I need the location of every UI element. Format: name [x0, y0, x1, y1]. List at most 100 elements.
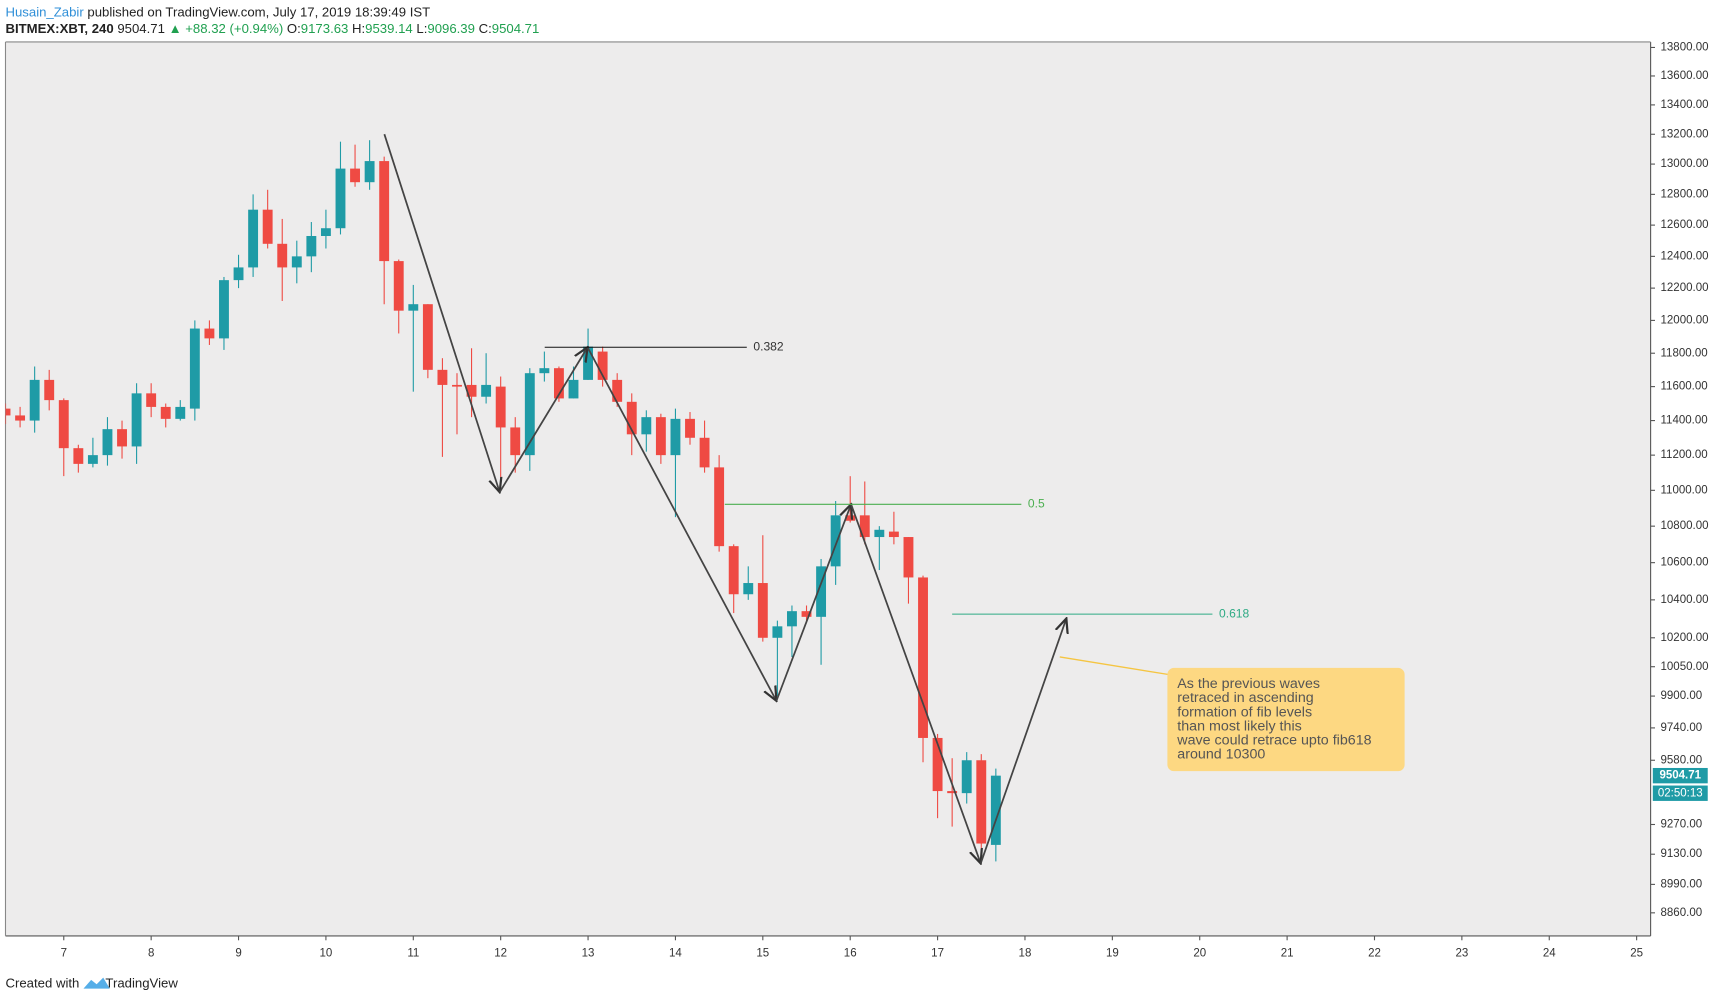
y-tick-label: 11600.00 [1661, 381, 1708, 393]
x-tick-label: 22 [1368, 948, 1381, 960]
candle-body [932, 737, 943, 792]
symbol: BITMEX:XBT, 240 [5, 21, 113, 36]
callout-line: formation of fib levels [1177, 704, 1312, 720]
published: published on TradingView.com, July 17, 2… [87, 5, 430, 20]
author[interactable]: Husain_Zabir [5, 5, 84, 20]
candle-body [947, 791, 958, 794]
candle-body [539, 368, 550, 374]
h-value: 9539.14 [365, 21, 413, 36]
candle-body [379, 161, 390, 262]
candle-body [175, 406, 186, 419]
candle-body [306, 235, 317, 257]
candle-body [219, 280, 229, 339]
candle-body [918, 577, 928, 738]
y-tick-label: 12600.00 [1661, 219, 1709, 231]
last-price-label: 9504.71 [1659, 770, 1701, 782]
candle-body [772, 626, 783, 638]
fib-label: 0.382 [753, 339, 784, 353]
y-tick-label: 9580.00 [1661, 754, 1703, 766]
last-price-box [1652, 767, 1708, 784]
y-tick-label: 9740.00 [1661, 722, 1703, 734]
x-tick-label: 12 [494, 948, 507, 960]
candle-body [364, 161, 375, 183]
candle-body [743, 583, 754, 595]
candle-body [655, 417, 666, 456]
l-value: 9096.39 [427, 21, 475, 36]
wave-arrow [979, 619, 1067, 864]
wave-arrow [498, 347, 588, 493]
candle-body [597, 351, 608, 380]
candle-body [699, 437, 710, 468]
candle-body [524, 373, 535, 456]
y-tick-label: 13400.00 [1661, 99, 1709, 111]
y-tick-label: 8860.00 [1661, 907, 1703, 919]
candle-body [102, 429, 113, 456]
plot-area [5, 41, 1651, 936]
x-tick-label: 9 [235, 948, 241, 960]
x-tick-label: 20 [1193, 948, 1206, 960]
o-label: O: [287, 21, 301, 36]
candle-body [5, 408, 11, 416]
change: ▲ +88.32 (+0.94%) [169, 21, 284, 36]
candle-body [117, 429, 127, 447]
x-tick-label: 19 [1106, 948, 1119, 960]
c-label: C: [479, 21, 492, 36]
x-tick-label: 25 [1630, 948, 1643, 960]
wave-arrow [775, 504, 851, 702]
candle-body [452, 384, 462, 387]
x-tick-label: 8 [148, 948, 154, 960]
candle-body [233, 267, 244, 281]
candle-body [466, 384, 477, 397]
candle-body [670, 418, 681, 456]
x-tick-label: 11 [407, 948, 419, 960]
candle-body [903, 537, 914, 578]
candle-body [510, 427, 521, 456]
candle-body [568, 379, 579, 399]
symbol-line: BITMEX:XBT, 240 9504.71 ▲ +88.32 (+0.94%… [5, 21, 539, 36]
y-tick-label: 10200.00 [1661, 632, 1709, 644]
x-tick-label: 18 [1019, 948, 1032, 960]
candle-body [976, 760, 987, 844]
candle-body [350, 168, 360, 183]
y-tick-label: 9130.00 [1661, 848, 1703, 860]
candle-body [685, 418, 695, 438]
y-tick-label: 11800.00 [1661, 347, 1708, 359]
candle-body [612, 379, 623, 402]
candle-body [801, 611, 812, 617]
candle-body [888, 531, 899, 538]
y-tick-label: 8990.00 [1661, 878, 1703, 890]
x-tick-label: 14 [669, 948, 682, 960]
header-line: Husain_Zabir published on TradingView.co… [5, 5, 430, 20]
candle-body [495, 386, 506, 428]
callout-pointer [1059, 656, 1169, 676]
candle-body [408, 304, 419, 311]
c-value: 9504.71 [492, 21, 540, 36]
wave-drawing [383, 133, 1067, 864]
wave-arrow [850, 503, 981, 863]
x-tick-label: 21 [1281, 948, 1294, 960]
candle-body [714, 467, 725, 547]
wave-arrow [586, 346, 777, 701]
x-tick-label: 23 [1455, 948, 1468, 960]
y-tick-label: 10800.00 [1661, 520, 1709, 532]
candles [5, 140, 1001, 862]
candle-body [830, 515, 841, 567]
h-label: H: [352, 21, 365, 36]
candle-body [73, 448, 84, 464]
candle-body [816, 566, 827, 617]
callout-line: As the previous waves [1177, 676, 1320, 692]
y-tick-label: 9270.00 [1661, 819, 1703, 831]
candle-body [422, 304, 433, 370]
candle-body [248, 209, 259, 268]
candle-body [146, 393, 157, 407]
o-value: 9173.63 [301, 21, 349, 36]
countdown-box [1652, 785, 1708, 801]
y-tick-label: 10600.00 [1661, 557, 1709, 569]
candle-body [859, 515, 870, 538]
last-price: 9504.71 [117, 21, 165, 36]
brand[interactable]: TradingView [105, 976, 178, 991]
callout-line: wave could retrace upto fib618 [1176, 732, 1371, 748]
y-tick-label: 9900.00 [1661, 690, 1703, 702]
